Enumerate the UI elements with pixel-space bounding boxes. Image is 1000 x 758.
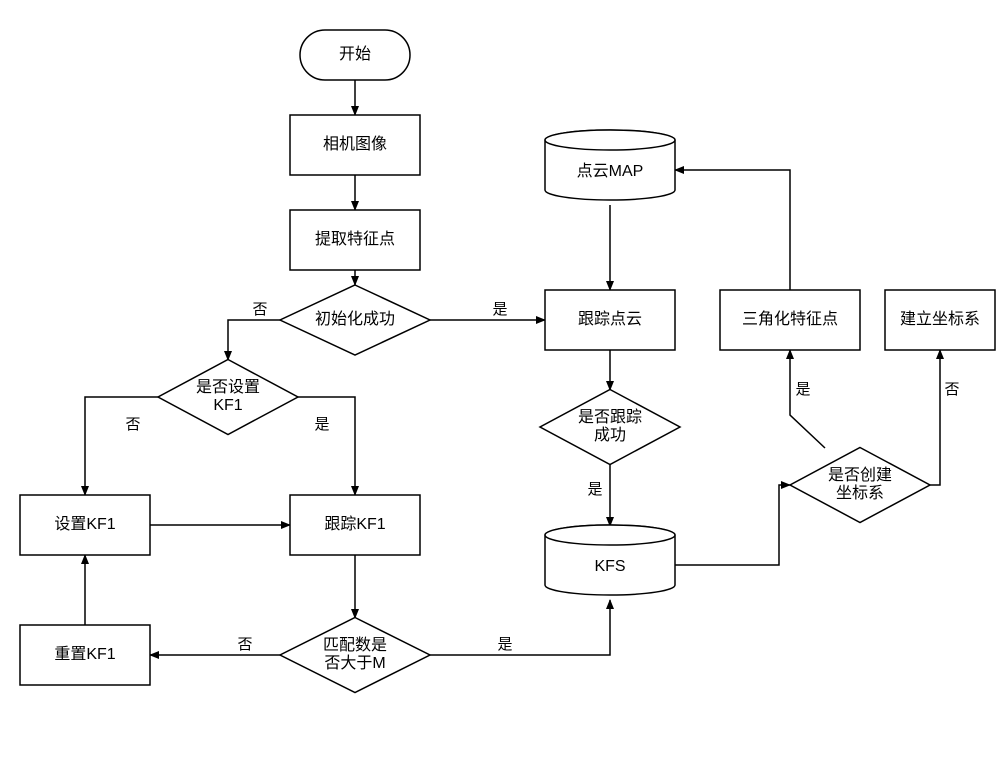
node-camera-label: 相机图像 xyxy=(323,135,387,153)
node-trackkf1-label: 跟踪KF1 xyxy=(324,515,385,533)
edge-6 xyxy=(298,397,355,495)
node-camera: 相机图像 xyxy=(290,115,420,175)
edge-14-label: 是 xyxy=(587,481,602,498)
node-tri: 三角化特征点 xyxy=(720,290,860,350)
edge-11 xyxy=(430,600,610,655)
node-start: 开始 xyxy=(300,30,410,80)
edge-9-label: 否 xyxy=(237,636,252,653)
node-setkf1q-label: KF1 xyxy=(213,397,242,414)
node-matchq: 匹配数是否大于M xyxy=(280,618,430,693)
edge-16 xyxy=(790,350,825,448)
node-extract-label: 提取特征点 xyxy=(315,230,395,248)
node-coordq: 是否创建坐标系 xyxy=(790,448,930,523)
node-tracksucc-label: 是否跟踪 xyxy=(578,408,642,426)
node-resetkf1-label: 重置KF1 xyxy=(54,645,115,663)
node-buildcoord: 建立坐标系 xyxy=(885,290,995,350)
edge-5-label: 否 xyxy=(125,416,140,433)
node-trackpc: 跟踪点云 xyxy=(545,290,675,350)
node-matchq-label: 否大于M xyxy=(324,654,385,672)
node-tracksucc: 是否跟踪成功 xyxy=(540,390,680,465)
flowchart-canvas: 是否否是否是是是否 开始相机图像提取特征点初始化成功是否设置KF1设置KF1跟踪… xyxy=(0,0,1000,758)
node-pcmap-label: 点云MAP xyxy=(577,162,644,180)
node-coordq-label: 是否创建 xyxy=(828,466,892,484)
node-coordq-label: 坐标系 xyxy=(836,484,884,502)
node-start-label: 开始 xyxy=(339,45,371,63)
node-setkf1q-label: 是否设置 xyxy=(196,378,260,396)
edge-15 xyxy=(675,485,790,565)
edge-6-label: 是 xyxy=(314,416,329,433)
edge-17 xyxy=(930,350,940,485)
node-setkf1-label: 设置KF1 xyxy=(54,515,115,533)
node-kfs: KFS xyxy=(545,525,675,595)
node-kfs-label: KFS xyxy=(594,558,625,575)
edge-11-label: 是 xyxy=(497,636,512,653)
node-pcmap: 点云MAP xyxy=(545,130,675,200)
edge-3-label: 是 xyxy=(492,301,507,318)
node-init-label: 初始化成功 xyxy=(315,310,395,328)
node-matchq-label: 匹配数是 xyxy=(323,636,387,654)
node-tracksucc-label: 成功 xyxy=(594,426,626,444)
node-extract: 提取特征点 xyxy=(290,210,420,270)
node-setkf1q: 是否设置KF1 xyxy=(158,360,298,435)
node-init: 初始化成功 xyxy=(280,285,430,355)
node-buildcoord-label: 建立坐标系 xyxy=(900,310,980,328)
edge-5 xyxy=(85,397,158,495)
node-setkf1: 设置KF1 xyxy=(20,495,150,555)
edge-4 xyxy=(228,320,280,360)
edge-18 xyxy=(675,170,790,290)
node-trackkf1: 跟踪KF1 xyxy=(290,495,420,555)
edge-16-label: 是 xyxy=(795,381,810,398)
edge-17-label: 否 xyxy=(944,381,959,398)
node-tri-label: 三角化特征点 xyxy=(742,310,838,328)
node-trackpc-label: 跟踪点云 xyxy=(578,310,642,328)
edge-4-label: 否 xyxy=(252,301,267,318)
node-resetkf1: 重置KF1 xyxy=(20,625,150,685)
